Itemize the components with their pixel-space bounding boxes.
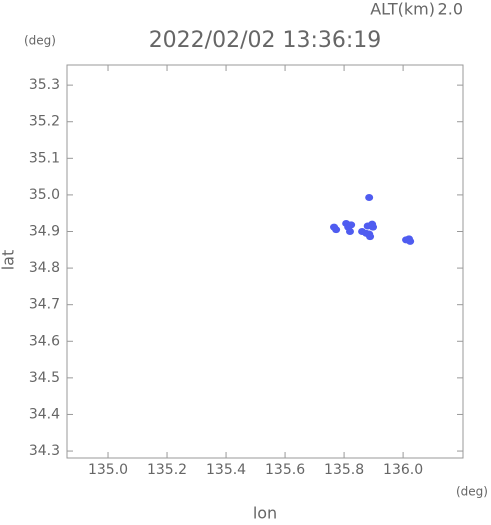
plot-frame (66, 64, 464, 459)
x-tick-label: 135.0 (88, 462, 128, 478)
x-tick-label: 135.8 (324, 462, 364, 478)
y-tick-label: 34.6 (29, 333, 60, 349)
y-tick-label: 35.2 (29, 114, 60, 130)
chart-title: 2022/02/02 13:36:19 (149, 28, 382, 53)
alt-value: 2.0 (438, 0, 463, 19)
y-tick-label: 34.5 (29, 370, 60, 386)
echo-cell (366, 233, 375, 241)
x-tick-label: 136.0 (383, 462, 423, 478)
y-tick-label: 34.4 (29, 406, 60, 422)
y-tick-label: 34.9 (29, 223, 60, 239)
x-tick-label: 135.2 (147, 462, 187, 478)
y-tick-label: 35.3 (29, 77, 60, 93)
echo-cell (347, 221, 356, 229)
x-tick-label: 135.4 (206, 462, 246, 478)
x-tick-label: 135.6 (265, 462, 305, 478)
y-axis-label: lat (0, 250, 18, 271)
y-tick-label: 35.1 (29, 150, 60, 166)
alt-label: ALT(km) (370, 0, 435, 19)
x-unit: (deg) (456, 485, 488, 499)
echo-cell (365, 193, 374, 201)
y-tick-label: 34.7 (29, 297, 60, 313)
echo-cell (406, 237, 415, 245)
y-tick-label: 34.3 (29, 443, 60, 459)
echo-cell (363, 222, 372, 230)
y-tick-label: 35.0 (29, 187, 60, 203)
x-axis-label: lon (253, 504, 277, 522)
echo-cell (332, 226, 341, 234)
echo-cell (345, 227, 354, 235)
y-tick-label: 34.8 (29, 260, 60, 276)
y-unit: (deg) (24, 34, 56, 48)
